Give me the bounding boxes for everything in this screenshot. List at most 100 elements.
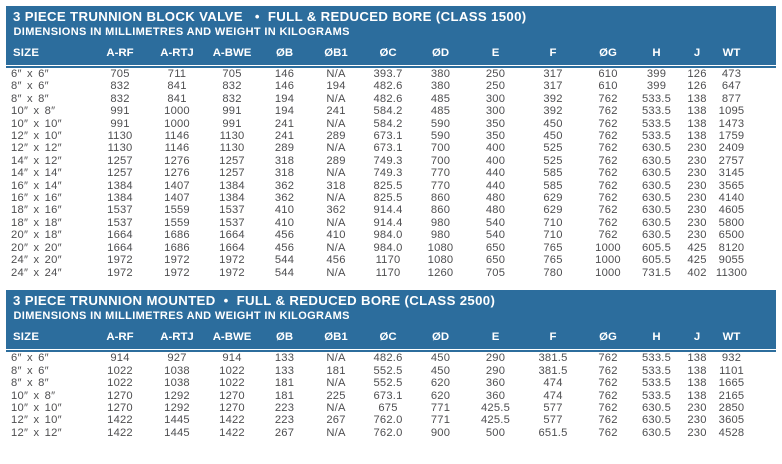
value-cell: 1130 (219, 130, 245, 143)
value-cell: 9055 (718, 254, 745, 267)
value-cell: 770 (430, 167, 451, 180)
section-subtitle: DIMENSIONS IN MILLIMETRES AND WEIGHT IN … (13, 26, 350, 38)
size-cell: 14″ x 14″ (11, 167, 62, 180)
column-header: E (491, 331, 500, 344)
value-cell: 4140 (718, 192, 745, 205)
value-cell: 194 (274, 92, 295, 105)
value-cell: 630.5 (642, 154, 671, 167)
value-cell: 762 (598, 167, 618, 180)
value-cell: 914.4 (373, 204, 403, 217)
value-cell: 771 (430, 402, 451, 415)
value-cell: 2757 (718, 154, 745, 167)
value-cell: 362 (326, 204, 346, 217)
header-band-class-1500: 3 PIECE TRUNNION BLOCK VALVE • FULL & RE… (6, 6, 776, 65)
value-cell: 540 (485, 229, 506, 242)
value-cell: 400 (485, 142, 506, 155)
value-cell: 832 (110, 92, 130, 105)
value-cell: 991 (222, 105, 242, 118)
value-cell: 610 (598, 80, 618, 93)
table-row: 24″ x 24″ 1972 1972 1972 544 N/A 1170 1260 705 78… (6, 267, 776, 279)
value-cell: 1292 (164, 402, 190, 415)
table-row: 12″ x 12″ 1422 1445 1422 267 N/A 762.0 900 500 65… (6, 427, 776, 439)
value-cell: 480 (485, 192, 506, 205)
value-cell: 500 (485, 426, 506, 439)
value-cell: 762 (598, 414, 618, 427)
column-header: ØG (599, 46, 617, 59)
value-cell: 241 (274, 117, 295, 130)
table-row: 10″ x 8″ 1270 1292 1270 181 225 673.1 620 360 474… (6, 390, 776, 402)
table-row: 8″ x 8″ 1022 1038 1022 181 N/A 552.5 620 360 474 7… (6, 377, 776, 389)
value-cell: 825.5 (373, 179, 403, 192)
value-cell: 651.5 (538, 426, 568, 439)
value-cell: 762 (598, 192, 618, 205)
value-cell: 991 (110, 117, 130, 130)
value-cell: 1972 (164, 254, 190, 267)
value-cell: 1972 (164, 266, 190, 279)
value-cell: 1038 (164, 377, 190, 390)
value-cell: 577 (543, 402, 563, 415)
value-cell: 771 (430, 414, 451, 427)
value-cell: 914 (110, 352, 130, 365)
value-cell: 1972 (107, 266, 133, 279)
value-cell: 991 (222, 117, 242, 130)
value-cell: 1422 (219, 426, 245, 439)
value-cell: 450 (430, 364, 451, 377)
table-row: 8″ x 6″ 1022 1038 1022 133 181 552.5 450 290 381.… (6, 365, 776, 377)
value-cell: 762 (598, 105, 618, 118)
value-cell: 360 (485, 377, 506, 390)
value-cell: 1972 (219, 266, 245, 279)
size-cell: 20″ x 18″ (11, 229, 62, 242)
size-cell: 10″ x 10″ (11, 402, 62, 415)
value-cell: 1686 (164, 229, 190, 242)
value-cell: 700 (430, 154, 451, 167)
value-cell: 991 (110, 105, 130, 118)
table-row: 12″ x 12″ 1130 1146 1130 289 N/A 673.1 700 400 52… (6, 142, 776, 154)
value-cell: 480 (485, 204, 506, 217)
value-cell: 1276 (164, 154, 190, 167)
table-row: 18″ x 16″ 1537 1559 1537 410 362 914.4 860 480 62… (6, 204, 776, 216)
value-cell: N/A (326, 167, 346, 180)
value-cell: 317 (543, 80, 563, 93)
value-cell: 762 (598, 154, 618, 167)
value-cell: 300 (485, 105, 506, 118)
size-cell: 14″ x 12″ (11, 154, 62, 167)
value-cell: 841 (167, 80, 187, 93)
value-cell: 2850 (718, 402, 745, 415)
value-cell: 230 (687, 229, 707, 242)
value-cell: 400 (485, 154, 506, 167)
value-cell: 832 (222, 92, 242, 105)
value-cell: 710 (543, 229, 563, 242)
table-body-class-1500: 6″ x 6″ 705 711 705 146 N/A 393.7 380 250 317 610 3… (6, 68, 776, 279)
value-cell: 1022 (219, 377, 245, 390)
value-cell: 533.5 (642, 377, 671, 390)
value-cell: 1422 (107, 414, 133, 427)
dimension-tables: 3 PIECE TRUNNION BLOCK VALVE • FULL & RE… (6, 6, 776, 439)
value-cell: 1759 (718, 130, 745, 143)
value-cell: N/A (326, 68, 346, 80)
value-cell: 533.5 (642, 130, 671, 143)
size-cell: 24″ x 24″ (11, 266, 62, 279)
value-cell: 711 (167, 68, 187, 80)
value-cell: 230 (687, 402, 707, 415)
size-cell: 12″ x 10″ (11, 414, 62, 427)
value-cell: 762 (598, 352, 618, 365)
value-cell: 318 (274, 167, 295, 180)
size-cell: 10″ x 10″ (11, 117, 62, 130)
value-cell: 230 (687, 167, 707, 180)
value-cell: 710 (543, 216, 563, 229)
value-cell: 1146 (164, 130, 190, 143)
value-cell: 525 (543, 154, 563, 167)
value-cell: 914 (222, 352, 242, 365)
value-cell: 380 (430, 80, 451, 93)
value-cell: 1270 (107, 389, 133, 402)
value-cell: 762 (598, 179, 618, 192)
value-cell: 705 (485, 266, 506, 279)
column-header: E (491, 46, 500, 59)
value-cell: 181 (274, 377, 295, 390)
value-cell: 3145 (718, 167, 745, 180)
value-cell: 629 (543, 204, 563, 217)
accent-rule (6, 66, 776, 68)
value-cell: 11300 (715, 266, 748, 279)
value-cell: 605.5 (642, 254, 671, 267)
value-cell: 749.3 (373, 167, 403, 180)
